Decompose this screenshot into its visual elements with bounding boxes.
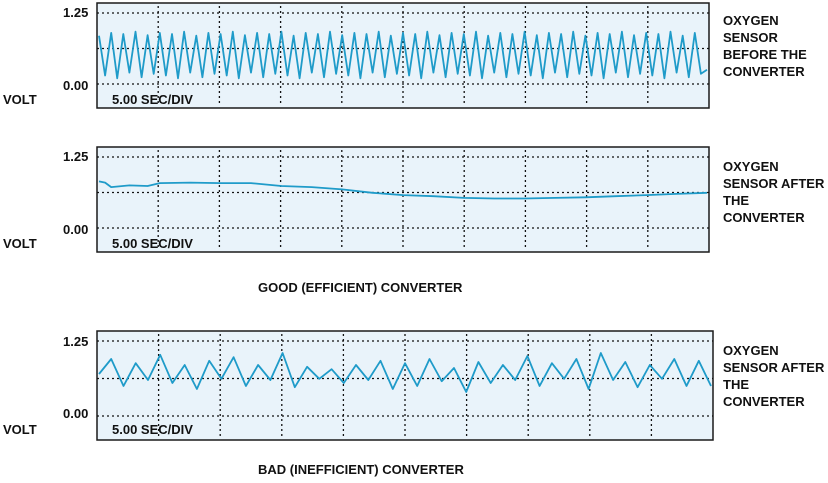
y-tick-min-3: 0.00 — [63, 406, 89, 421]
time-base-3: 5.00 SEC/DIV — [112, 422, 193, 437]
y-tick-max-2: 1.25 — [63, 149, 89, 164]
y-tick-min-2: 0.00 — [63, 222, 89, 237]
trace-line-1 — [98, 30, 708, 80]
panel-label-3: OXYGEN SENSOR AFTER THE CONVERTER — [723, 343, 825, 409]
y-unit-2: VOLT — [3, 236, 37, 251]
panel-label-2: OXYGEN SENSOR AFTER THE CONVERTER — [723, 159, 825, 225]
y-unit-3: VOLT — [3, 422, 37, 437]
y-tick-max-1: 1.25 — [63, 5, 89, 20]
caption-bad: BAD (INEFFICIENT) CONVERTER — [258, 462, 464, 477]
time-base-1: 5.00 SEC/DIV — [112, 92, 193, 107]
panel-label-1: OXYGEN SENSOR BEFORE THE CONVERTER — [723, 13, 807, 79]
y-tick-max-3: 1.25 — [63, 334, 89, 349]
y-unit-1: VOLT — [3, 92, 37, 107]
y-tick-min-1: 0.00 — [63, 78, 89, 93]
trace-line-2 — [98, 180, 708, 200]
scope-panel-2 — [96, 146, 710, 253]
time-base-2: 5.00 SEC/DIV — [112, 236, 193, 251]
caption-good: GOOD (EFFICIENT) CONVERTER — [258, 280, 463, 295]
trace-line-3 — [98, 352, 712, 393]
